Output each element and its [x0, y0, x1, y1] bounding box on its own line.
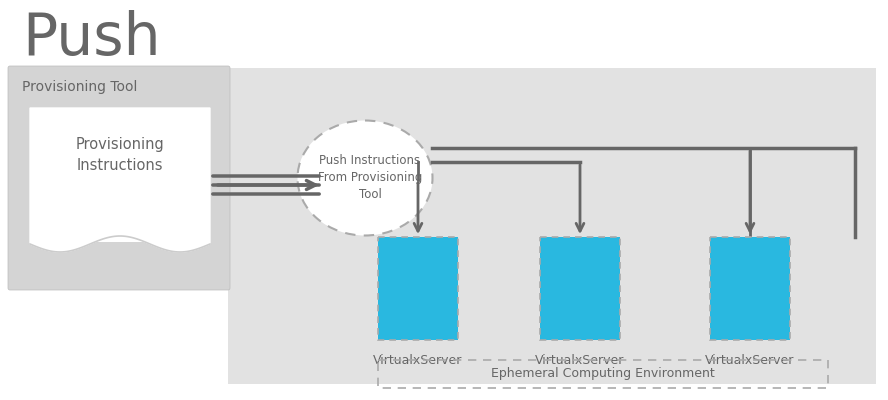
Text: VirtualxServer: VirtualxServer [535, 354, 624, 367]
Ellipse shape [297, 120, 432, 236]
Text: Provisioning Tool: Provisioning Tool [22, 80, 138, 94]
FancyBboxPatch shape [378, 237, 458, 340]
Text: Ephemeral Computing Environment: Ephemeral Computing Environment [491, 368, 715, 380]
FancyBboxPatch shape [8, 66, 230, 290]
Text: Push Instructions
From Provisioning
Tool: Push Instructions From Provisioning Tool [318, 154, 422, 202]
Polygon shape [30, 108, 210, 252]
Text: VirtualxServer: VirtualxServer [705, 354, 795, 367]
FancyBboxPatch shape [710, 237, 790, 340]
FancyBboxPatch shape [30, 108, 210, 242]
Text: Push: Push [22, 10, 161, 67]
FancyBboxPatch shape [228, 68, 876, 384]
Text: Provisioning
Instructions: Provisioning Instructions [75, 137, 164, 173]
Text: VirtualxServer: VirtualxServer [373, 354, 463, 367]
FancyBboxPatch shape [540, 237, 620, 340]
